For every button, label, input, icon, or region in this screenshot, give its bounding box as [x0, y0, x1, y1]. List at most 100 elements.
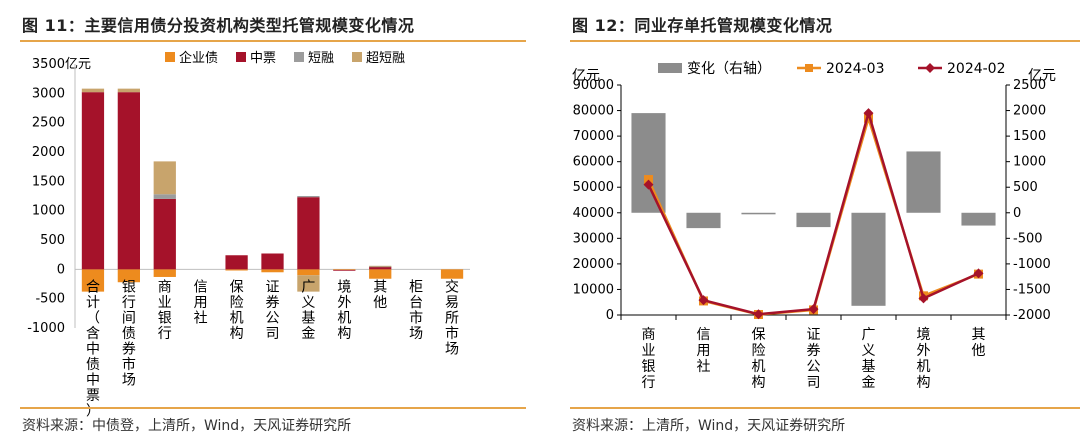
svg-text:市: 市 [409, 309, 423, 326]
y-left-tick-label: 0 [606, 308, 614, 323]
point-marker [918, 293, 929, 304]
y-left-tick-label: 50000 [573, 180, 614, 195]
point-marker [753, 309, 764, 320]
legend-label: 短融 [308, 51, 334, 66]
y-tick-label: 1000 [32, 204, 65, 219]
legend-swatch [165, 52, 175, 62]
y-tick-label: 500 [40, 233, 65, 248]
stacked-bar-chart: -1000 -500 0 500 1000 1500 2000 2500 3000 3500 亿元合… [27, 50, 470, 419]
chart-title: 图 12：同业存单托管规模变化情况 [572, 16, 833, 35]
svg-text:合: 合 [86, 279, 100, 295]
svg-text:保: 保 [230, 279, 244, 295]
svg-text:中: 中 [86, 341, 100, 357]
svg-text:金: 金 [862, 375, 876, 391]
y-left-tick-label: 10000 [573, 282, 614, 297]
svg-text:社: 社 [697, 359, 711, 375]
bar-segment [117, 269, 140, 283]
point-marker [973, 268, 984, 279]
svg-text:境: 境 [337, 279, 351, 295]
svg-text:保: 保 [752, 327, 766, 343]
svg-text:行: 行 [158, 326, 172, 342]
svg-text:柜: 柜 [409, 279, 423, 295]
svg-text:银: 银 [122, 279, 136, 295]
svg-text:机: 机 [752, 359, 766, 375]
point-marker [643, 179, 654, 190]
y-tick-label: -1000 [27, 321, 65, 336]
legend: 企业债 中票 短融 超短融 [165, 50, 405, 66]
svg-text:交: 交 [445, 278, 459, 295]
y-left-unit-label: 亿元 [572, 68, 600, 84]
bar [906, 151, 941, 213]
legend-swatch [658, 63, 682, 73]
source-rule [570, 407, 1080, 409]
svg-text:场: 场 [445, 341, 459, 357]
svg-text:险: 险 [230, 295, 244, 311]
svg-text:义: 义 [301, 295, 315, 311]
svg-text:中: 中 [86, 372, 100, 388]
svg-text:外: 外 [917, 343, 931, 359]
y-tick-label: 3000 [32, 86, 65, 101]
legend-label: 企业债 [179, 50, 218, 66]
legend-swatch [352, 52, 362, 62]
svg-text:基: 基 [862, 358, 876, 375]
bar-segment [153, 198, 176, 270]
svg-text:广: 广 [862, 327, 876, 343]
bar-segment [333, 269, 356, 271]
legend-label: 中票 [250, 51, 276, 66]
svg-text:行: 行 [122, 295, 136, 311]
point-marker [698, 295, 709, 306]
bar [961, 212, 996, 226]
bar-segment [153, 194, 176, 199]
legend: 变化（右轴） 2024-03 2024-02 [658, 61, 1006, 77]
svg-text:业: 业 [158, 295, 172, 311]
svg-text:易: 易 [445, 295, 459, 311]
point-marker [644, 175, 653, 185]
svg-text:债: 债 [86, 357, 100, 373]
bar-segment [297, 275, 320, 292]
svg-text:券: 券 [807, 343, 821, 359]
y-left-tick-label: 70000 [573, 129, 614, 144]
y-right-tick-label: 0 [1013, 206, 1021, 221]
svg-text:证: 证 [807, 327, 821, 343]
y-tick-label: 1500 [32, 174, 65, 189]
svg-text:构: 构 [230, 326, 244, 342]
bar-segment [440, 269, 464, 279]
y-left-tick-label: 90000 [573, 78, 614, 93]
chart-panel-1: 图 11：主要信用债分投资机构类型托管规模变化情况 -1000 -500 0 500 1… [0, 0, 530, 443]
y-right-unit-label: 亿元 [1028, 68, 1056, 84]
svg-text:用: 用 [194, 295, 208, 311]
svg-text:用: 用 [697, 343, 711, 359]
bar-segment [81, 269, 105, 292]
svg-text:（: （ [86, 310, 100, 326]
svg-text:广: 广 [301, 279, 315, 295]
svg-text:他: 他 [373, 295, 387, 311]
bar [631, 113, 666, 213]
bar-segment [297, 269, 320, 276]
chart-title: 图 11：主要信用债分投资机构类型托管规模变化情况 [22, 16, 415, 35]
svg-text:所: 所 [445, 310, 459, 326]
svg-text:业: 业 [642, 343, 656, 359]
y-right-tick-label: -2000 [1013, 308, 1051, 323]
svg-text:信: 信 [194, 279, 208, 295]
bar-segment [261, 253, 284, 270]
svg-text:商: 商 [642, 327, 656, 343]
svg-text:义: 义 [862, 343, 876, 359]
bar-segment [117, 92, 140, 270]
y-tick-label: 2000 [32, 145, 65, 160]
svg-text:计: 计 [86, 295, 100, 311]
svg-text:金: 金 [301, 326, 315, 342]
bar-segment [153, 269, 176, 277]
svg-text:票: 票 [86, 388, 100, 404]
y-left-tick-label: 80000 [573, 104, 614, 119]
y-left-tick-label: 20000 [573, 257, 614, 272]
y-tick-label: 3500 [32, 57, 65, 72]
